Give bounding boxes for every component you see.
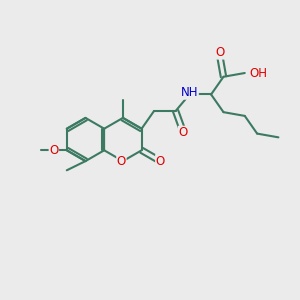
- Text: O: O: [178, 126, 188, 139]
- Text: OH: OH: [249, 67, 267, 80]
- Text: O: O: [215, 46, 224, 59]
- Text: O: O: [117, 154, 126, 168]
- Text: O: O: [49, 144, 58, 157]
- Text: O: O: [156, 154, 165, 168]
- Text: NH: NH: [181, 86, 198, 99]
